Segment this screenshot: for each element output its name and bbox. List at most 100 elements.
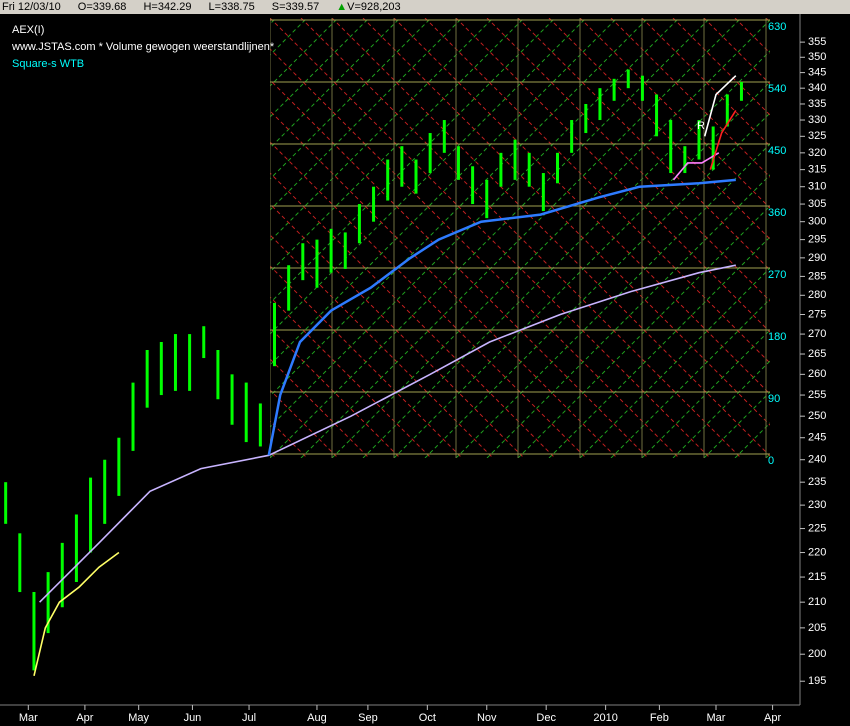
y-tick-label: 230: [808, 499, 826, 511]
x-tick-label: Dec: [536, 712, 556, 724]
gann-diagonal: [517, 205, 770, 458]
gann-diagonal: [270, 18, 711, 458]
gann-diagonal: [455, 143, 770, 458]
quote-bar: Fri 12/03/10 O=339.68 H=342.29 L=338.75 …: [0, 0, 850, 14]
chart: AEX(I) www.JSTAS.com * Volume gewogen we…: [0, 14, 850, 724]
y-tick-label: 240: [808, 454, 826, 466]
x-tick-label: Aug: [307, 712, 327, 724]
volume: V=928,203: [347, 1, 401, 13]
y-tick-label: 280: [808, 289, 826, 301]
y-tick-label: 250: [808, 410, 826, 422]
y-tick-label: 325: [808, 130, 826, 142]
quote: H=342.29: [143, 1, 192, 13]
gann-diagonal: [0, 18, 181, 518]
gann-diagonal: [270, 18, 277, 25]
y-tick-label: 215: [808, 571, 826, 583]
y-tick-label: 295: [808, 234, 826, 246]
gann-diagonal: [270, 296, 432, 458]
moving-average: [703, 75, 737, 137]
x-tick-label: Jun: [184, 712, 202, 724]
y-tick-label: 260: [808, 368, 826, 380]
gann-diagonal: [393, 81, 770, 458]
gann-diagonal: [0, 18, 150, 518]
gann-diagonal: [270, 358, 370, 458]
gann-diagonal: [828, 14, 850, 458]
y-tick-label: 315: [808, 164, 826, 176]
gann-level-label: 540: [768, 83, 786, 95]
annotation: R: [697, 120, 705, 132]
gann-diagonal: [270, 18, 618, 366]
gann-level-label: 450: [768, 145, 786, 157]
annotation: Square-s WTB: [12, 58, 84, 70]
x-tick-label: Apr: [76, 712, 93, 724]
gann-diagonal: [0, 14, 150, 458]
y-tick-label: 235: [808, 476, 826, 488]
gann-level-label: 630: [768, 21, 786, 33]
quote: S=339.57: [271, 1, 320, 13]
moving-average: [672, 152, 720, 181]
date: Fri 12/03/10: [2, 1, 61, 13]
gann-diagonal: [734, 422, 770, 458]
y-tick-label: 225: [808, 522, 826, 534]
y-tick-label: 220: [808, 546, 826, 558]
gann-grid: [0, 14, 850, 518]
y-tick-label: 350: [808, 51, 826, 63]
y-tick-label: 320: [808, 147, 826, 159]
gann-diagonal: [548, 236, 770, 458]
gann-diagonal: [270, 18, 401, 149]
gann-level-label: 180: [768, 331, 786, 343]
up-arrow: ▲: [336, 1, 348, 13]
gann-diagonal: [300, 18, 742, 458]
y-tick-label: 300: [808, 216, 826, 228]
x-tick-label: Jul: [242, 712, 256, 724]
y-tick-label: 330: [808, 114, 826, 126]
y-tick-label: 305: [808, 198, 826, 210]
y-tick-label: 200: [808, 648, 826, 660]
gann-diagonal: [270, 420, 308, 458]
gann-diagonal: [0, 18, 243, 518]
y-tick-label: 285: [808, 270, 826, 282]
moving-average: [39, 264, 736, 603]
quote: ▲V=928,203: [336, 1, 400, 13]
gann-level-label: 270: [768, 269, 786, 281]
y-tick-label: 345: [808, 67, 826, 79]
gann-diagonal: [703, 391, 770, 458]
y-tick-label: 210: [808, 596, 826, 608]
gann-diagonal: [270, 327, 401, 458]
moving-average: [33, 551, 120, 676]
y-tick-label: 355: [808, 36, 826, 48]
y-tick-label: 290: [808, 252, 826, 264]
gann-level-label: 90: [768, 393, 780, 405]
gann-diagonal: [331, 19, 770, 458]
y-tick-label: 335: [808, 98, 826, 110]
x-tick-label: Mar: [19, 712, 38, 724]
y-tick-label: 275: [808, 308, 826, 320]
x-tick-label: Sep: [358, 712, 378, 724]
gann-diagonal: [270, 18, 308, 56]
gann-diagonal: [270, 18, 370, 118]
x-tick-label: 2010: [593, 712, 617, 724]
y-tick-label: 265: [808, 348, 826, 360]
moving-average: [267, 178, 736, 456]
gann-diagonal: [270, 389, 339, 458]
x-tick-label: Feb: [650, 712, 669, 724]
quote: L=338.75: [208, 1, 255, 13]
gann-diagonal: [270, 18, 649, 397]
y-tick-label: 195: [808, 675, 826, 687]
gann-diagonal: [270, 18, 463, 211]
gann-diagonal: [0, 14, 181, 458]
gann-diagonal: [0, 18, 212, 518]
gann-diagonal: [270, 18, 432, 180]
gann-level-label: 360: [768, 207, 786, 219]
y-tick-label: 310: [808, 181, 826, 193]
gann-diagonal: [0, 18, 274, 518]
gann-diagonal: [828, 18, 850, 518]
quote: O=339.68: [77, 1, 127, 13]
gann-diagonal: [424, 112, 770, 458]
y-tick-label: 205: [808, 622, 826, 634]
gann-diagonal: [270, 18, 339, 87]
x-tick-label: Mar: [707, 712, 726, 724]
x-tick-label: Apr: [764, 712, 781, 724]
moving-average: [709, 109, 737, 170]
